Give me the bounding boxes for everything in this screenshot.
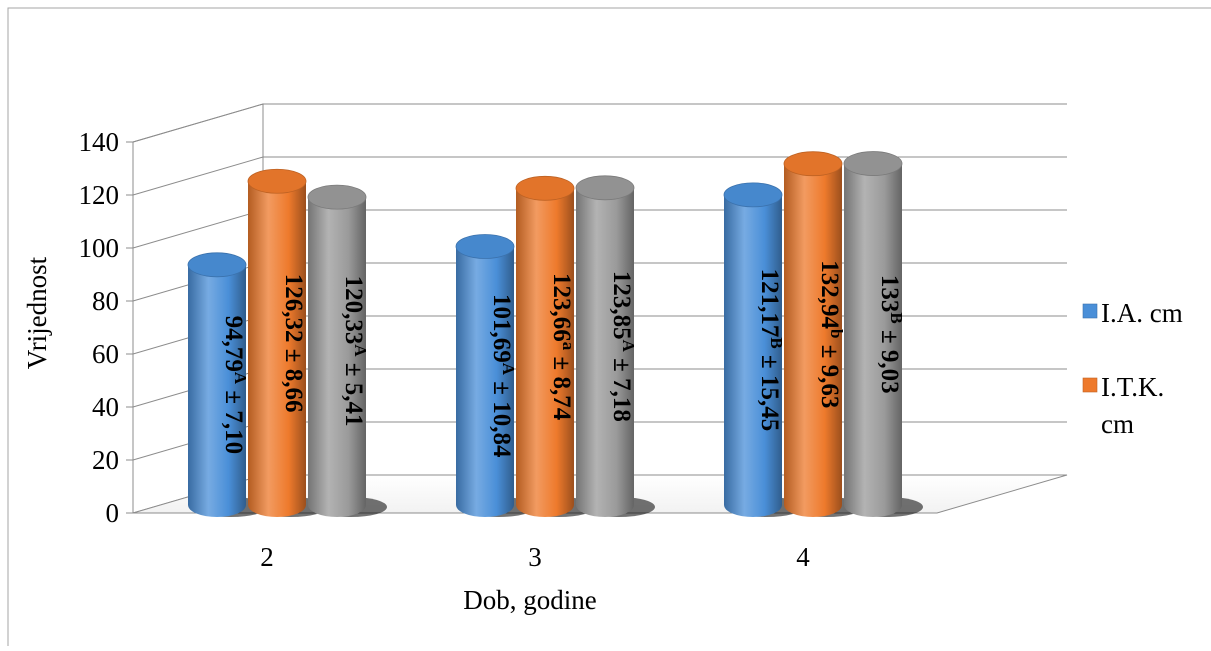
bar-body <box>248 181 306 517</box>
bar-top <box>723 182 783 208</box>
x-tick-label: 4 <box>796 542 810 572</box>
bars-group: 94,79A ± 7,10 126,32 ± 8,66 120,33A ± 5,41… <box>187 151 923 518</box>
y-tick-labels: 0 20 40 60 80 100 120 140 <box>79 127 134 528</box>
y-tick-label: 100 <box>79 233 120 263</box>
data-label: 94,79A ± 7,10 <box>220 316 250 455</box>
bar-body <box>576 187 634 518</box>
bar: 126,32 ± 8,66 <box>247 168 327 517</box>
bar-body <box>308 197 366 518</box>
legend-entry: I.T.K. cm <box>1082 372 1164 439</box>
bar-body <box>188 264 246 517</box>
bar-top <box>783 151 843 177</box>
y-tick-label: 80 <box>92 286 119 316</box>
x-axis-label: Dob, godine <box>463 585 597 615</box>
data-label: 126,32 ± 8,66 <box>280 274 307 413</box>
bar: 123,85A ± 7,18 <box>575 175 655 518</box>
y-tick-label: 20 <box>92 445 119 475</box>
y-tick-label: 60 <box>92 339 119 369</box>
y-tick-label: 0 <box>106 498 120 528</box>
y-tick-label: 40 <box>92 392 119 422</box>
bar-top <box>247 168 307 194</box>
legend-label: I.A. cm <box>1101 298 1183 328</box>
bar-body <box>516 188 574 517</box>
bar-body <box>456 246 514 518</box>
bar: 133B ± 9,03 <box>843 151 923 518</box>
chart-border <box>7 7 1211 646</box>
bar-body <box>844 163 902 518</box>
x-tick-label: 3 <box>528 542 542 572</box>
x-tick-labels: 2 3 4 <box>260 542 810 572</box>
bar: 121,17B ± 15,45 <box>723 182 803 517</box>
data-label: 120,33A ± 5,41 <box>340 276 370 427</box>
data-label: 101,69A ± 10,84 <box>488 294 518 458</box>
legend-swatch <box>1082 377 1098 393</box>
y-tick-label: 120 <box>79 180 120 210</box>
data-label: 133B ± 9,03 <box>876 275 906 394</box>
y-tick-label: 140 <box>79 127 120 157</box>
bar: 120,33A ± 5,41 <box>307 184 387 518</box>
bar: 101,69A ± 10,84 <box>455 234 535 518</box>
bar-top <box>307 184 367 210</box>
data-label: 121,17B ± 15,45 <box>756 269 786 432</box>
bar-body <box>784 163 842 518</box>
legend-entry: I.A. cm <box>1082 298 1183 328</box>
data-label: 123,85A ± 7,18 <box>608 271 638 422</box>
legend-swatch <box>1082 303 1098 319</box>
bar-body <box>724 194 782 517</box>
gridline <box>132 103 1067 143</box>
data-label: 132,94b ± 9,63 <box>816 260 846 408</box>
bar-top <box>187 252 247 278</box>
bar-top <box>515 175 575 201</box>
bar-top <box>575 175 635 201</box>
bar-top <box>455 234 515 259</box>
data-label: 123,66a ± 8,74 <box>548 273 578 421</box>
legend: I.A. cm I.T.K. cm <box>1082 298 1183 439</box>
bar: 132,94b ± 9,63 <box>783 151 863 518</box>
bar-top <box>843 151 903 176</box>
legend-label: cm <box>1101 409 1134 439</box>
legend-label: I.T.K. <box>1101 372 1164 402</box>
x-tick-label: 2 <box>260 542 274 572</box>
y-axis-label: Vrijednost <box>22 256 52 369</box>
